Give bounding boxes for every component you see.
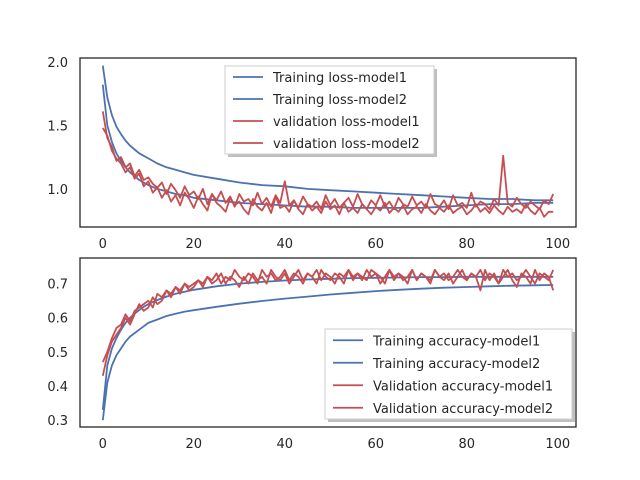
legend: Training accuracy-model1 Training accurac…: [324, 328, 575, 422]
x-tick-label: 0: [99, 437, 107, 452]
x-tick-label: 20: [185, 237, 202, 252]
legend-label: Training loss-model1: [272, 71, 407, 86]
axes-frame: [79, 257, 577, 428]
x-tick-label: 0: [99, 237, 107, 252]
x-tick-label: 80: [459, 237, 476, 252]
x-tick-label: 40: [276, 237, 293, 252]
x-tick-label: 60: [368, 437, 385, 452]
legend-label: Validation accuracy-model1: [373, 379, 553, 394]
legend: Training loss-model1 Training loss-model2…: [224, 65, 437, 157]
x-tick-label: 60: [368, 237, 385, 252]
x-tick-label: 100: [545, 237, 570, 252]
legend-label: Validation accuracy-model2: [373, 402, 553, 417]
series-group: [101, 65, 555, 218]
legend-label: Training accuracy-model2: [372, 357, 540, 372]
y-tick-label: 1.5: [47, 119, 68, 134]
y-tick-label: 0.6: [47, 312, 68, 327]
x-tick-label: 100: [545, 437, 570, 452]
y-tick-label: 2.0: [47, 56, 68, 71]
legend-box: [324, 328, 573, 420]
y-tick-label: 0.5: [47, 346, 68, 361]
x-tick-label: 20: [185, 437, 202, 452]
axes-frame: [79, 57, 577, 228]
chart-1: 0 20 40 60 80 100 1.0 1.5 2.0 Training loss-model…: [47, 56, 577, 252]
legend-label: Training loss-model2: [272, 93, 407, 108]
series-group: [101, 268, 555, 421]
series-line-3: [101, 268, 555, 376]
legend-label: validation loss-model1: [273, 115, 420, 130]
y-tick-label: 1.0: [47, 183, 68, 198]
y-tick-label: 0.4: [47, 380, 68, 395]
legend-label: validation loss-model2: [273, 137, 420, 152]
series-line-4: [101, 268, 555, 363]
legend-label: Training accuracy-model1: [372, 334, 540, 349]
x-tick-label: 40: [276, 437, 293, 452]
series-line-3: [101, 111, 555, 211]
chart-2: 0 20 40 60 80 100 0.3 0.4 0.5 0.6 0.7 Training accu…: [47, 257, 577, 452]
series-line-4: [102, 127, 554, 218]
series-line-1: [101, 65, 554, 202]
y-tick-label: 0.7: [47, 278, 68, 293]
x-tick-label: 80: [459, 437, 476, 452]
series-line-1: [101, 284, 554, 421]
legend-box: [224, 65, 435, 155]
y-tick-label: 0.3: [47, 414, 68, 429]
